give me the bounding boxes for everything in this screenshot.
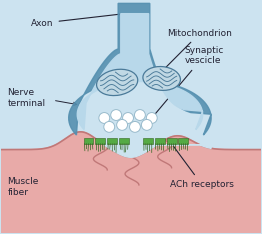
Bar: [95, 138, 105, 144]
Bar: [155, 138, 165, 144]
Text: Muscle
fiber: Muscle fiber: [7, 177, 39, 197]
Circle shape: [141, 120, 152, 130]
Circle shape: [146, 113, 157, 123]
Bar: [178, 138, 188, 144]
Bar: [84, 138, 93, 144]
Circle shape: [99, 113, 110, 123]
Circle shape: [117, 120, 128, 130]
Polygon shape: [1, 132, 261, 233]
Text: ACh receptors: ACh receptors: [170, 146, 233, 189]
Polygon shape: [69, 3, 211, 135]
Circle shape: [111, 110, 122, 121]
Text: Nerve
terminal: Nerve terminal: [7, 88, 45, 108]
Bar: [119, 138, 129, 144]
Circle shape: [134, 110, 145, 121]
Polygon shape: [77, 14, 203, 130]
Bar: [143, 138, 153, 144]
Text: Axon: Axon: [31, 14, 125, 28]
Circle shape: [129, 121, 140, 132]
Circle shape: [104, 121, 115, 132]
Text: Mitochondrion: Mitochondrion: [165, 29, 232, 69]
Polygon shape: [104, 145, 211, 157]
Ellipse shape: [143, 66, 181, 90]
Text: Synaptic
vescicle: Synaptic vescicle: [154, 46, 224, 116]
Circle shape: [123, 113, 133, 123]
Ellipse shape: [97, 69, 138, 95]
Bar: [167, 138, 177, 144]
Bar: [107, 138, 117, 144]
